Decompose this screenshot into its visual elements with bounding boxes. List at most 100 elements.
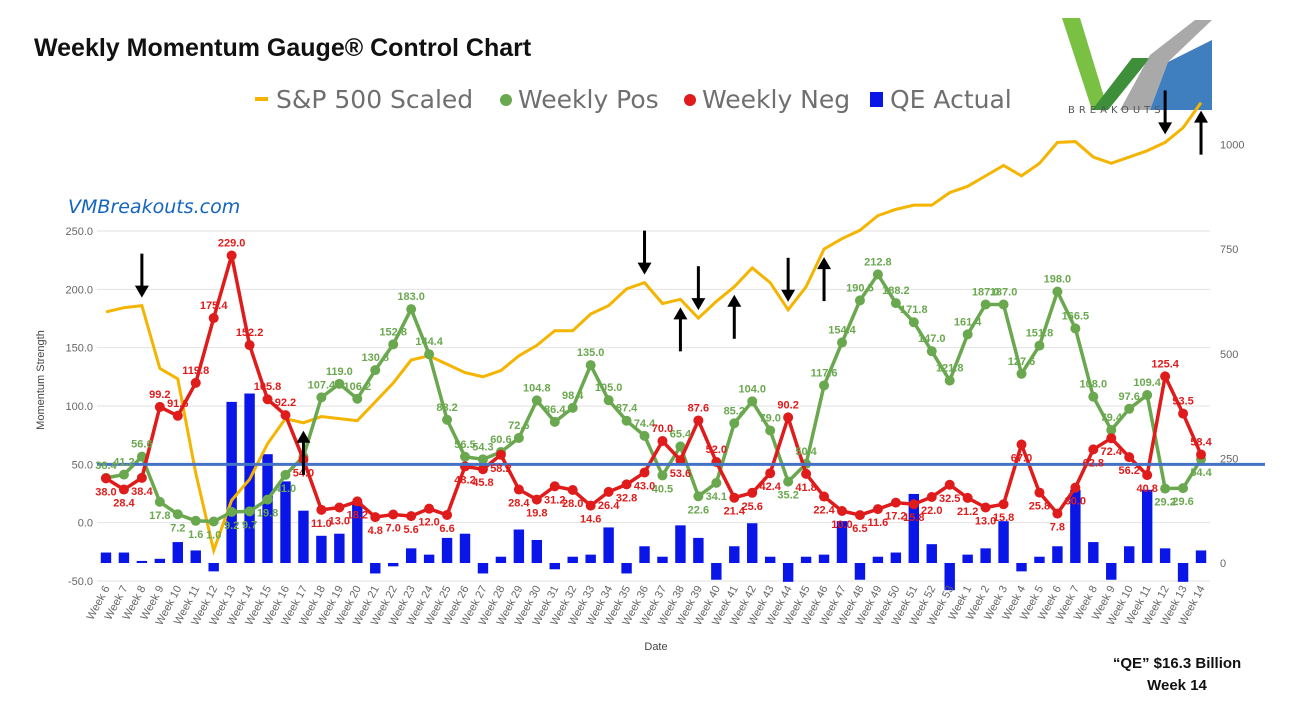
pos-point [513,432,524,443]
neg-point [819,491,830,502]
pos-point [1106,425,1117,436]
neg-data-label: 28.4 [508,498,530,510]
neg-point [926,492,937,502]
qe-bar [908,493,920,563]
pos-point [424,349,435,360]
y-tick-label: -50.0 [68,576,93,588]
neg-data-label: 14.6 [580,514,601,526]
pos-data-label: 188.2 [882,285,910,297]
arrow-head [1158,122,1173,135]
neg-data-label: 41.8 [795,482,816,494]
neg-point [962,492,973,503]
neg-data-label: 22.0 [921,505,942,517]
qe-bar [1141,489,1153,563]
pos-data-label: 9.7 [242,519,257,531]
pos-point [136,451,147,462]
arrow-head [134,285,149,298]
neg-data-label: 28.0 [562,498,583,510]
qe-bar [459,533,471,563]
pos-point [998,299,1009,310]
pos-point [154,496,165,507]
neg-point [388,509,399,520]
neg-data-label: 15.8 [903,512,924,524]
qe-bar [316,535,327,563]
qe-bar [603,527,614,563]
neg-data-label: 26.4 [598,500,620,512]
pos-data-label: 119.0 [326,366,353,378]
pos-point [352,393,363,404]
arrow-head [1194,110,1209,123]
y-tick-label: 50.0 [72,459,93,471]
neg-line [105,255,1203,519]
neg-data-label: 7.0 [386,523,401,535]
up-arrow [673,307,688,352]
neg-point [118,484,129,495]
qe-bar [1034,556,1045,563]
pos-data-label: 38.4 [95,460,117,472]
qe-bar [1106,563,1117,580]
pos-point [890,298,901,309]
neg-data-label: 58.4 [1190,437,1212,449]
neg-data-label: 119.8 [182,365,209,377]
pos-data-label: 56.5 [454,439,475,451]
up-arrow [1194,110,1209,155]
qe-bar [836,521,848,563]
legend-neg-label: Weekly Neg [702,85,850,114]
qe-bar [944,563,955,591]
pos-point [1142,390,1153,401]
qe-bar [729,546,740,563]
pos-data-label: 41.0 [275,483,296,495]
pos-data-label: 1.6 [188,529,203,541]
signal-arrows [134,90,1209,475]
y-tick-label: 150.0 [65,343,93,355]
arrow-head [781,289,796,302]
pos-data-label: 127.6 [1008,356,1036,368]
arrow-head [817,257,832,270]
qe-bar [549,563,560,570]
neg-point [1070,482,1081,493]
pos-data-label: 54.3 [472,441,493,453]
neg-data-label: 52.0 [706,444,727,456]
neg-point [836,506,847,516]
qe-bar [693,537,704,563]
neg-data-label: 22.4 [813,505,835,517]
pos-point [190,515,201,526]
qe-bar [495,556,507,563]
neg-data-label: 31.2 [544,494,565,506]
neg-data-label: 53.6 [670,468,691,480]
y2-tick-label: 750 [1220,244,1238,256]
neg-point [998,499,1009,510]
neg-data-label: 6.6 [439,523,454,535]
legend: S&P 500 Scaled Weekly Pos Weekly Neg QE … [255,85,1012,114]
qe-bar [585,554,596,563]
neg-data-label: 13.0 [329,516,350,528]
pos-data-label: 212.8 [864,256,892,268]
vm-breakouts-logo: BREAKOUTS [1062,18,1212,116]
pos-data-label: 106.2 [344,381,372,393]
legend-sp500-label: S&P 500 Scaled [276,85,473,114]
neg-point [585,500,596,511]
neg-data-label: 11.0 [311,518,332,530]
y-tick-label: 100.0 [65,401,93,413]
pos-data-label: 151.8 [1026,328,1054,340]
pos-data-label: 105.0 [595,382,623,394]
qe-bar [370,563,381,574]
pos-point [657,470,668,481]
pos-point [747,396,758,407]
neg-data-label: 229.0 [218,238,246,250]
qe-bar [711,563,722,580]
neg-point [657,436,668,446]
pos-point [1016,368,1027,379]
pos-point [1052,286,1063,297]
pos-point [1178,483,1189,494]
pos-data-label: 161.4 [954,316,982,328]
neg-data-label: 4.8 [368,525,383,537]
qe-bar [531,539,543,563]
neg-point [944,479,955,490]
qe-bar [136,560,148,563]
neg-point [1106,433,1117,444]
qe-bar [352,502,363,563]
y2-tick-label: 500 [1220,349,1238,361]
pos-data-label: 88.2 [436,402,457,414]
neg-data-label: 12.0 [418,517,439,529]
